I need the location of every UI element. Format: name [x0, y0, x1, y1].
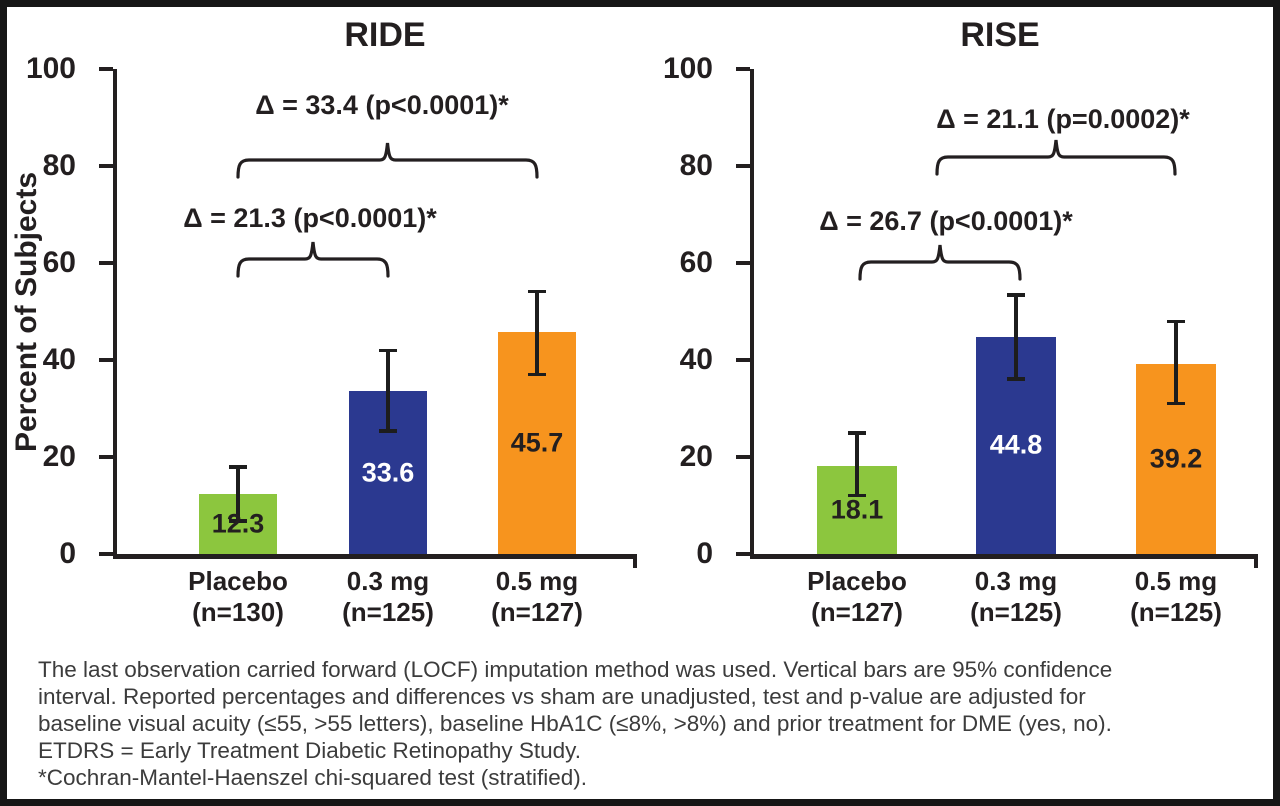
y-tick-label: 100 [662, 52, 713, 85]
bracket-path [935, 139, 1177, 176]
error-bar-cap-top [1007, 293, 1025, 297]
category-label: 0.3 mg (n=125) [970, 566, 1062, 628]
delta-annotation: Δ = 21.1 (p=0.0002)* [936, 104, 1190, 134]
error-bar-cap-bottom [528, 372, 546, 377]
category-n: (n=125) [970, 597, 1062, 627]
y-tick-label: 40 [42, 343, 76, 376]
category-name: 0.5 mg [1134, 566, 1218, 596]
category-n: (n=127) [811, 597, 903, 627]
bracket-path [236, 142, 539, 179]
x-axis-end-tick [633, 554, 637, 568]
y-tick-label: 80 [42, 149, 76, 182]
category-name: 0.5 mg [495, 566, 579, 596]
y-axis [113, 69, 117, 558]
category-n: (n=130) [192, 597, 284, 627]
y-tick-label: 40 [679, 343, 713, 376]
bracket-path [236, 241, 390, 278]
delta-annotation: Δ = 33.4 (p<0.0001)* [255, 90, 509, 120]
category-n: (n=127) [491, 597, 583, 627]
error-bar-cap-top [1167, 319, 1185, 324]
error-bar-cap-top [379, 348, 397, 353]
x-axis-end-tick [1254, 554, 1258, 568]
error-bar-line [1014, 294, 1018, 380]
error-bar-cap-bottom [379, 429, 397, 433]
comparison-bracket [858, 244, 1022, 281]
footnote-line: baseline visual acuity (≤55, >55 letters… [38, 711, 1112, 736]
y-axis-tick [736, 164, 750, 168]
y-axis-tick [99, 358, 113, 362]
chart-title: RIDE [344, 16, 426, 54]
category-n: (n=125) [1130, 597, 1222, 627]
category-label: 0.5 mg (n=125) [1130, 566, 1222, 628]
y-axis-tick [99, 67, 113, 71]
chart-title: RISE [960, 16, 1040, 54]
error-bar-line [535, 291, 539, 375]
delta-annotation: Δ = 21.3 (p<0.0001)* [183, 203, 437, 233]
error-bar-cap-bottom [1167, 401, 1185, 406]
y-tick-label: 20 [679, 440, 713, 473]
y-axis-tick [736, 358, 750, 362]
category-label: 0.3 mg (n=125) [342, 566, 434, 628]
y-axis-tick [736, 455, 750, 459]
comparison-bracket [935, 139, 1177, 176]
bar-value-label: 33.6 [361, 457, 415, 488]
bar-value-label: 44.8 [989, 429, 1043, 460]
y-tick-label: 0 [696, 537, 713, 570]
comparison-bracket [236, 142, 539, 179]
bar-value-label: 45.7 [510, 427, 564, 458]
footnote-line: The last observation carried forward (LO… [38, 657, 1113, 682]
error-bar-cap-top [528, 289, 546, 294]
bracket-path [858, 244, 1022, 281]
y-tick-label: 80 [679, 149, 713, 182]
y-axis-title: Percent of Subjects [10, 171, 43, 453]
y-axis-tick [99, 261, 113, 265]
y-axis-tick [736, 261, 750, 265]
x-axis [113, 554, 637, 559]
error-bar-cap-top [229, 465, 247, 469]
error-bar-line [236, 466, 240, 521]
category-name: 0.3 mg [974, 566, 1058, 596]
bar-value-label: 18.1 [830, 494, 884, 525]
footnote-line: ETDRS = Early Treatment Diabetic Retinop… [38, 738, 581, 763]
category-name: Placebo [807, 566, 907, 596]
category-name: Placebo [188, 566, 288, 596]
error-bar-cap-top [848, 431, 866, 435]
category-label: 0.5 mg (n=127) [491, 566, 583, 628]
footnote: The last observation carried forward (LO… [38, 656, 1218, 791]
footnote-line: *Cochran-Mantel-Haenszel chi-squared tes… [38, 765, 587, 790]
bar-value-label: 12.3 [211, 508, 265, 539]
bar-value-label: 39.2 [1149, 443, 1203, 474]
y-tick-label: 20 [42, 440, 76, 473]
y-axis-tick [99, 552, 113, 556]
error-bar-line [1174, 321, 1178, 404]
category-label: Placebo (n=127) [807, 566, 907, 628]
error-bar-cap-bottom [1007, 377, 1025, 381]
x-axis [750, 554, 1258, 559]
y-tick-label: 100 [25, 52, 76, 85]
y-axis-tick [736, 67, 750, 71]
y-tick-label: 60 [679, 246, 713, 279]
delta-annotation: Δ = 26.7 (p<0.0001)* [819, 206, 1073, 236]
y-tick-label: 0 [59, 537, 76, 570]
y-axis-tick [736, 552, 750, 556]
y-axis [750, 69, 754, 558]
error-bar-line [386, 350, 390, 432]
category-name: 0.3 mg [346, 566, 430, 596]
y-axis-tick [99, 455, 113, 459]
y-axis-tick [99, 164, 113, 168]
error-bar-cap-bottom [229, 519, 247, 523]
footnote-line: interval. Reported percentages and diffe… [38, 684, 1086, 709]
error-bar-cap-bottom [848, 493, 866, 498]
category-n: (n=125) [342, 597, 434, 627]
error-bar-line [855, 432, 859, 496]
category-label: Placebo (n=130) [188, 566, 288, 628]
comparison-bracket [236, 241, 390, 278]
y-tick-label: 60 [42, 246, 76, 279]
